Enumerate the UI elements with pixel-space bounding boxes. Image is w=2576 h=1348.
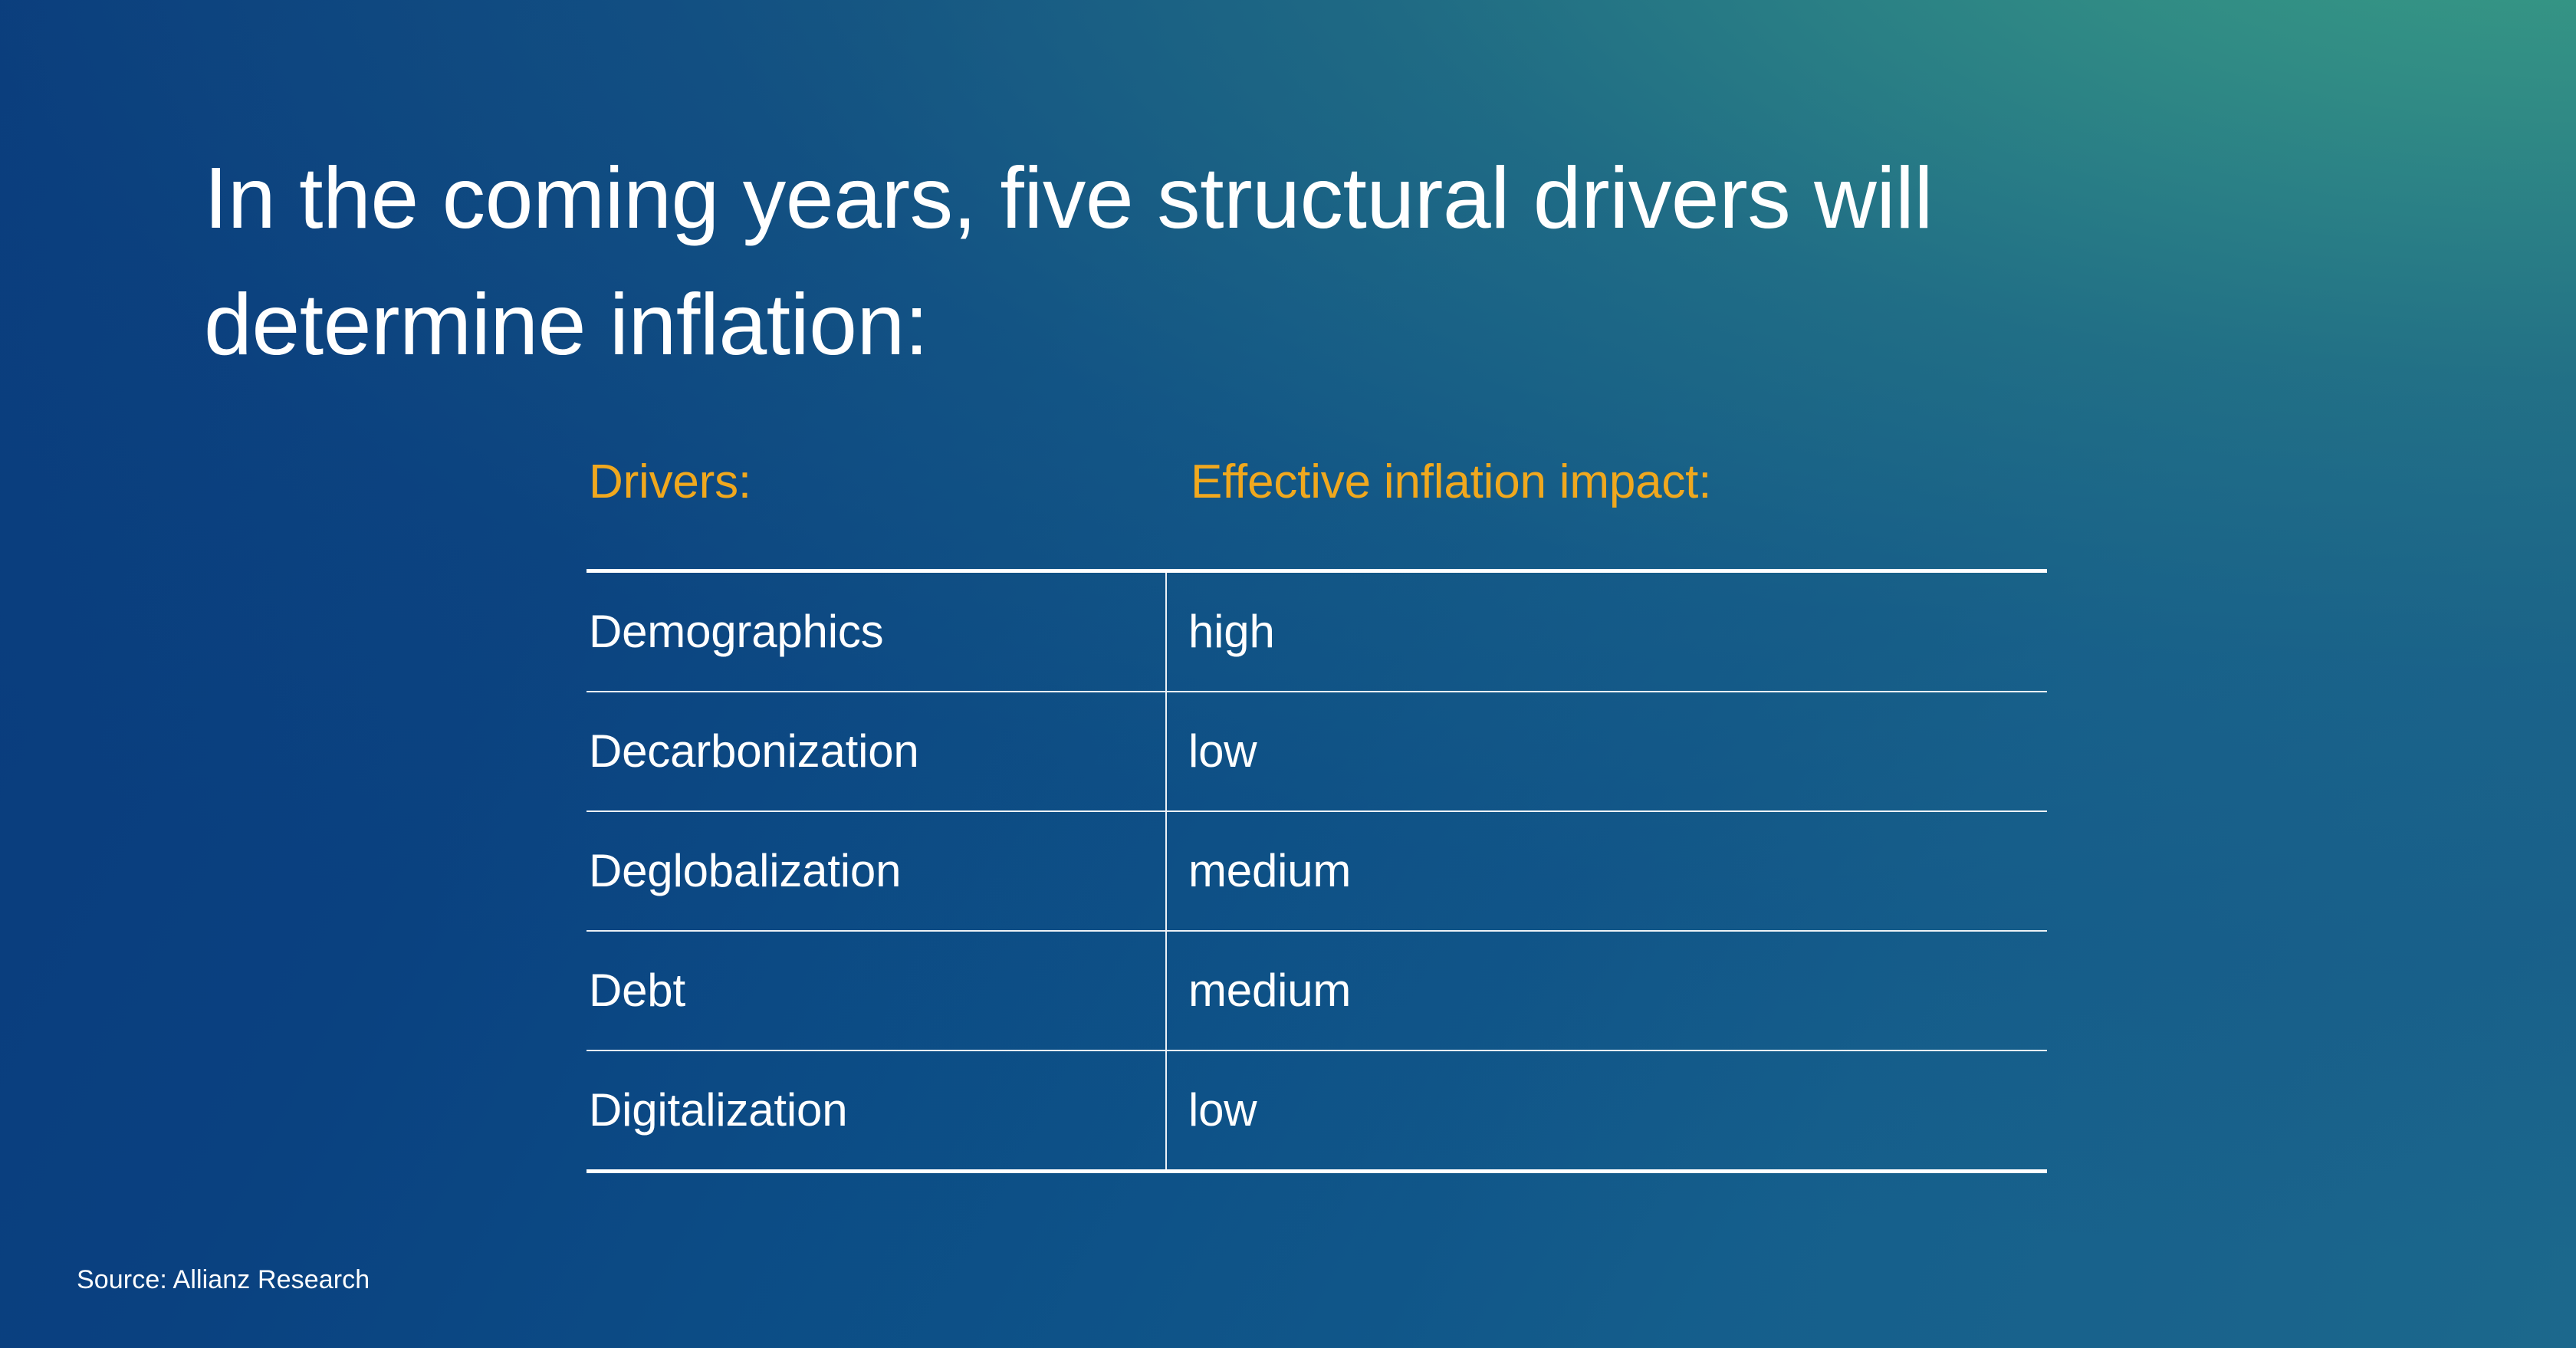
cell-impact: low xyxy=(1188,725,1257,777)
inflation-drivers-table: Drivers: Effective inflation impact: Dem… xyxy=(586,429,2047,1173)
table-row: Debt medium xyxy=(586,932,2047,1051)
source-note: Source: Allianz Research xyxy=(77,1265,370,1294)
cell-impact: medium xyxy=(1188,965,1352,1016)
page-title: In the coming years, five structural dri… xyxy=(204,150,1934,373)
table-row: Decarbonization low xyxy=(586,692,2047,812)
cell-driver: Debt xyxy=(586,932,1167,1050)
cell-driver: Digitalization xyxy=(586,1051,1167,1169)
cell-driver: Demographics xyxy=(586,573,1167,691)
table-body: Demographics high Decarbonization low De… xyxy=(586,569,2047,1173)
table-header-row: Drivers: Effective inflation impact: xyxy=(586,429,2047,569)
cell-impact: high xyxy=(1188,606,1275,657)
column-header-drivers: Drivers: xyxy=(589,455,751,508)
table-row: Digitalization low xyxy=(586,1051,2047,1169)
table-row: Demographics high xyxy=(586,573,2047,692)
table-row: Deglobalization medium xyxy=(586,812,2047,932)
cell-impact: low xyxy=(1188,1084,1257,1136)
cell-driver: Deglobalization xyxy=(586,812,1167,930)
column-header-impact: Effective inflation impact: xyxy=(1191,455,1712,508)
cell-impact: medium xyxy=(1188,845,1352,896)
cell-driver: Decarbonization xyxy=(586,692,1167,810)
